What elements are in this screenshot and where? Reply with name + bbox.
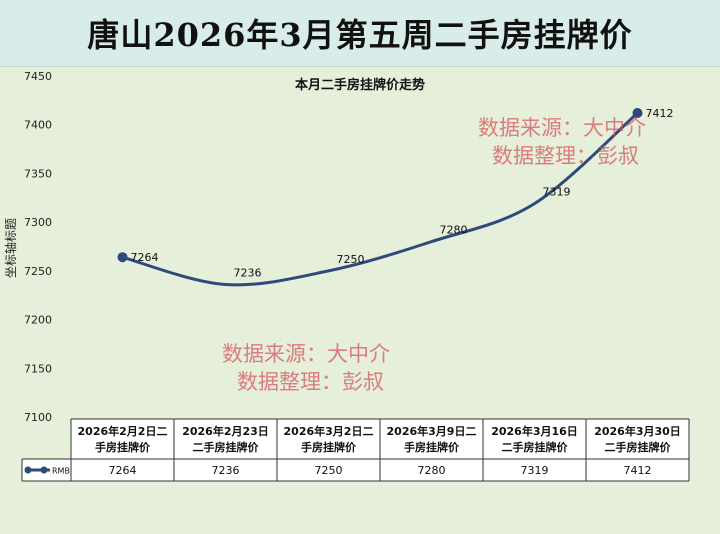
category-label: 二手房挂牌价 xyxy=(502,440,569,454)
series-line-rmb xyxy=(121,111,639,287)
y-tick-label: 7200 xyxy=(24,314,52,327)
data-label: 7280 xyxy=(440,224,468,237)
watermark-source-top: 数据来源：大中介 xyxy=(478,116,646,140)
category-label: 2026年2月23日 xyxy=(182,424,269,438)
legend-marker xyxy=(40,466,48,474)
y-axis-title: 坐标轴标题 xyxy=(3,218,18,278)
watermark-compiler-bottom: 数据整理：彭叔 xyxy=(237,370,384,394)
table-value: 7250 xyxy=(315,464,343,477)
category-label: 2026年3月16日 xyxy=(491,424,578,438)
page-title: 唐山2026年3月第五周二手房挂牌价 xyxy=(87,16,633,54)
data-labels: 7264 7236 7250 7280 7319 7412 xyxy=(131,107,674,279)
table-value: 7236 xyxy=(212,464,240,477)
series-points xyxy=(117,108,643,263)
data-point xyxy=(117,252,128,263)
legend-label: RMB xyxy=(52,467,70,476)
data-label: 7412 xyxy=(646,107,674,120)
y-axis-ticks: 7100 7150 7200 7250 7300 7350 7400 7450 xyxy=(24,70,52,424)
y-tick-label: 7300 xyxy=(24,216,52,229)
category-label: 2026年3月9日二 xyxy=(387,424,477,438)
y-tick-label: 7350 xyxy=(24,167,52,180)
category-label: 2026年3月2日二 xyxy=(284,424,374,438)
category-label: 2026年3月30日 xyxy=(594,424,681,438)
data-table: 2026年2月2日二手房挂牌价2026年2月23日二手房挂牌价2026年3月2日… xyxy=(21,418,690,482)
y-tick-label: 7250 xyxy=(24,265,52,278)
y-tick-label: 7400 xyxy=(24,119,52,132)
title-banner: 唐山2026年3月第五周二手房挂牌价 xyxy=(0,0,720,67)
category-label: 手房挂牌价 xyxy=(404,440,460,454)
data-label: 7236 xyxy=(234,266,262,279)
data-label: 7319 xyxy=(543,186,571,199)
category-label: 二手房挂牌价 xyxy=(605,440,672,454)
y-tick-label: 7150 xyxy=(24,362,52,375)
watermark-compiler-top: 数据整理：彭叔 xyxy=(492,144,639,168)
table-value-row-bg xyxy=(22,459,689,481)
legend-marker xyxy=(24,466,32,474)
data-label: 7250 xyxy=(337,253,365,266)
y-tick-label: 7100 xyxy=(24,411,52,424)
category-label: 2026年2月2日二 xyxy=(78,424,168,438)
category-label: 二手房挂牌价 xyxy=(193,440,260,454)
category-label: 手房挂牌价 xyxy=(95,440,151,454)
chart-title: 本月二手房挂牌价走势 xyxy=(295,77,425,93)
table-value: 7264 xyxy=(109,464,137,477)
data-point xyxy=(632,108,643,119)
category-label: 手房挂牌价 xyxy=(301,440,357,454)
table-value: 7280 xyxy=(418,464,446,477)
table-value: 7319 xyxy=(521,464,549,477)
y-tick-label: 7450 xyxy=(24,70,52,83)
watermark-source-bottom: 数据来源：大中介 xyxy=(222,342,390,366)
data-label: 7264 xyxy=(131,251,159,264)
table-value: 7412 xyxy=(624,464,652,477)
